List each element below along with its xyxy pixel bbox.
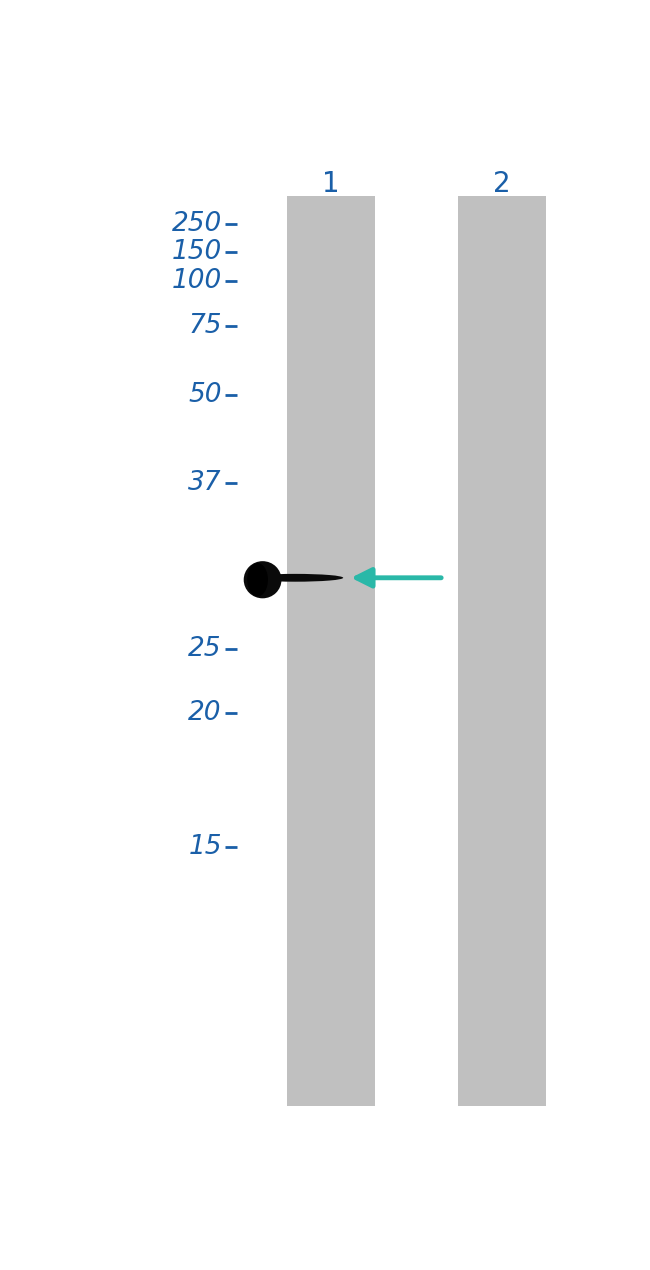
Text: 150: 150	[172, 239, 222, 265]
Text: 20: 20	[188, 700, 222, 725]
Text: 25: 25	[188, 636, 222, 662]
Text: 75: 75	[188, 314, 222, 339]
Text: 15: 15	[188, 833, 222, 860]
Bar	[458, 197, 546, 1106]
Bar	[287, 197, 374, 1106]
Text: 37: 37	[188, 470, 222, 495]
Ellipse shape	[244, 561, 281, 598]
Text: 250: 250	[172, 211, 222, 236]
Text: 100: 100	[172, 268, 222, 293]
Ellipse shape	[248, 574, 343, 582]
Text: 2: 2	[493, 170, 511, 198]
Text: 1: 1	[322, 170, 339, 198]
Text: 50: 50	[188, 382, 222, 408]
Ellipse shape	[247, 563, 268, 597]
